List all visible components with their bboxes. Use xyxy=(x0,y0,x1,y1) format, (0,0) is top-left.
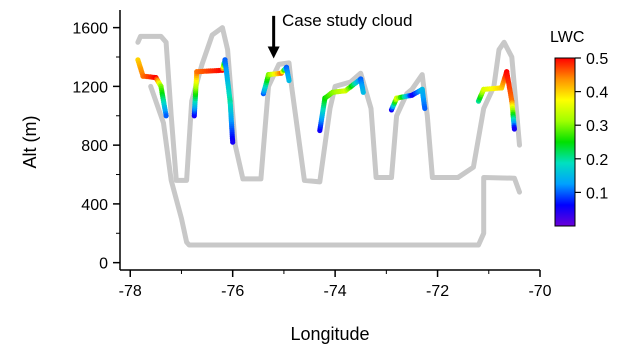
x-tick-label: -70 xyxy=(528,283,551,300)
x-axis-label: Longitude xyxy=(290,324,369,344)
lwc-point xyxy=(422,105,428,111)
annotation-text: Case study cloud xyxy=(282,11,412,30)
y-tick-label: 1600 xyxy=(72,21,108,38)
colorbar-tick-label: 0.5 xyxy=(586,51,608,68)
axes: -78 -76 -74 -72 -70 0 400 800 1200 1600 xyxy=(72,10,552,300)
x-tick-label: -74 xyxy=(324,283,347,300)
y-tick-label: 400 xyxy=(81,197,108,214)
colorbar-gradient xyxy=(554,57,576,227)
lwc-point xyxy=(230,139,236,145)
x-tick-label: -78 xyxy=(119,283,142,300)
y-axis-label: Alt (m) xyxy=(20,116,40,169)
y-ticks: 0 400 800 1200 1600 xyxy=(72,21,120,273)
lwc-point xyxy=(163,113,169,119)
x-tick-label: -76 xyxy=(221,283,244,300)
colorbar-tick-label: 0.2 xyxy=(586,152,608,169)
lwc-point xyxy=(286,77,292,84)
lwc-points-group xyxy=(135,57,517,145)
y-tick-label: 800 xyxy=(81,138,108,155)
lwc-point xyxy=(511,126,517,132)
colorbar: LWC 0.1 0.2 0.3 0.4 0.5 xyxy=(550,29,608,227)
flight-track-upper xyxy=(135,25,522,185)
x-tick-label: -72 xyxy=(426,283,449,300)
y-tick-label: 1200 xyxy=(72,79,108,96)
flight-track-group xyxy=(135,25,522,248)
lwc-point xyxy=(360,89,366,95)
colorbar-ticks: 0.1 0.2 0.3 0.4 0.5 xyxy=(575,51,608,202)
y-tick-label: 0 xyxy=(99,256,108,273)
x-ticks: -78 -76 -74 -72 -70 xyxy=(119,270,552,300)
colorbar-tick-label: 0.4 xyxy=(586,85,608,102)
case-study-annotation: Case study cloud xyxy=(267,11,412,59)
flight-track-lower xyxy=(148,83,522,248)
annotation-arrow-head xyxy=(267,46,280,59)
colorbar-tick-label: 0.1 xyxy=(586,185,608,202)
colorbar-tick-label: 0.3 xyxy=(586,118,608,135)
colorbar-title: LWC xyxy=(550,29,584,46)
